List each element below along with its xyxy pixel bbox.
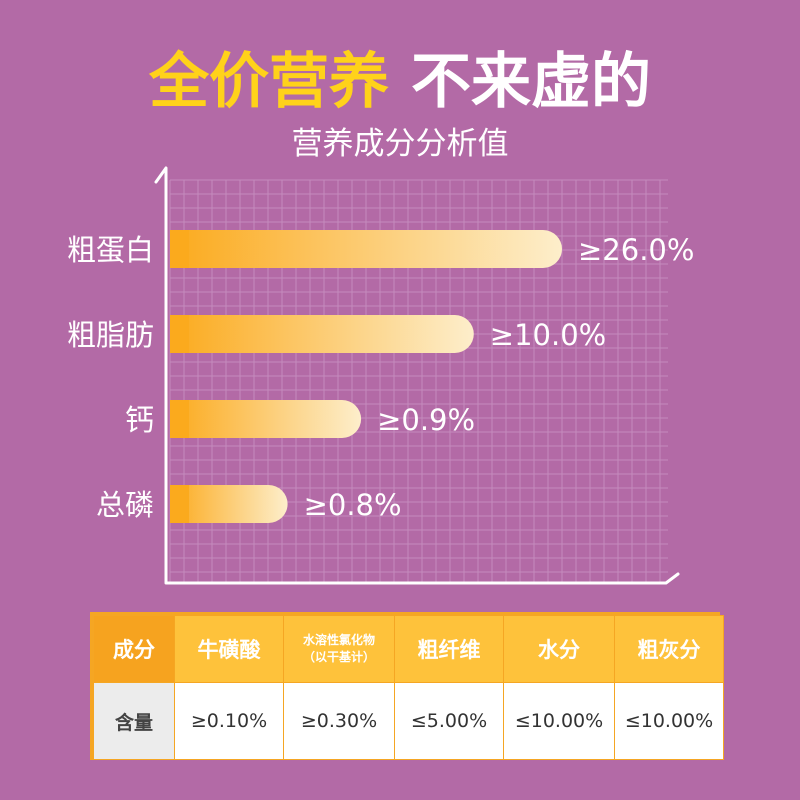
bar-2 bbox=[170, 400, 362, 438]
value-label-2: ≥0.9% bbox=[377, 403, 475, 437]
table-value-moisture: ≤10.00% bbox=[503, 682, 615, 760]
category-label-2: 钙 bbox=[125, 403, 154, 437]
bar-left-cap bbox=[170, 315, 189, 353]
category-label-1: 粗脂肪 bbox=[67, 318, 154, 352]
table-header-chloride: 水溶性氯化物 （以干基计） bbox=[283, 615, 395, 683]
table-value-fiber: ≤5.00% bbox=[394, 682, 504, 760]
table-header-chloride-line2: （以干基计） bbox=[302, 650, 375, 664]
table-row-label: 含量 bbox=[93, 682, 175, 760]
table-header-fiber: 粗纤维 bbox=[394, 615, 504, 683]
table-header-chloride-line1: 水溶性氯化物 bbox=[302, 633, 375, 647]
bar-left-cap bbox=[170, 230, 189, 268]
bar-0 bbox=[170, 230, 562, 268]
bar-3 bbox=[170, 485, 288, 523]
nutrition-table: 成分 牛磺酸 水溶性氯化物 （以干基计） 粗纤维 水分 粗灰分 含量 ≥0.10… bbox=[90, 612, 724, 760]
chart-axis-line bbox=[154, 166, 680, 585]
value-label-1: ≥10.0% bbox=[490, 318, 606, 352]
bar-left-cap bbox=[170, 400, 189, 438]
headline-part2: 不来虚的 bbox=[411, 47, 651, 117]
chart-axes bbox=[154, 166, 680, 585]
table-header-ash: 粗灰分 bbox=[614, 615, 724, 683]
chart-bars: 粗蛋白 ≥26.0% 粗脂肪 ≥10.0% 钙 ≥0.9% 总磷 ≥0.8% bbox=[67, 230, 694, 523]
table-header-ingredient: 成分 bbox=[93, 615, 175, 683]
chart-title: 营养成分分析值 bbox=[291, 126, 509, 162]
table-header-moisture: 水分 bbox=[503, 615, 615, 683]
table-value-chloride: ≥0.30% bbox=[283, 682, 395, 760]
table-value-ash: ≤10.00% bbox=[614, 682, 724, 760]
category-label-0: 粗蛋白 bbox=[67, 233, 154, 267]
table-header-taurine: 牛磺酸 bbox=[174, 615, 284, 683]
value-label-0: ≥26.0% bbox=[578, 233, 694, 267]
category-label-3: 总磷 bbox=[96, 488, 154, 522]
headline-part1: 全价营养 bbox=[149, 47, 389, 117]
value-label-3: ≥0.8% bbox=[304, 488, 402, 522]
bar-1 bbox=[170, 315, 474, 353]
bar-left-cap bbox=[170, 485, 189, 523]
headline: 全价营养 不来虚的 bbox=[0, 42, 800, 122]
table-value-taurine: ≥0.10% bbox=[174, 682, 284, 760]
nutrition-bar-chart: 粗蛋白 ≥26.0% 粗脂肪 ≥10.0% 钙 ≥0.9% 总磷 ≥0.8% bbox=[67, 166, 694, 585]
